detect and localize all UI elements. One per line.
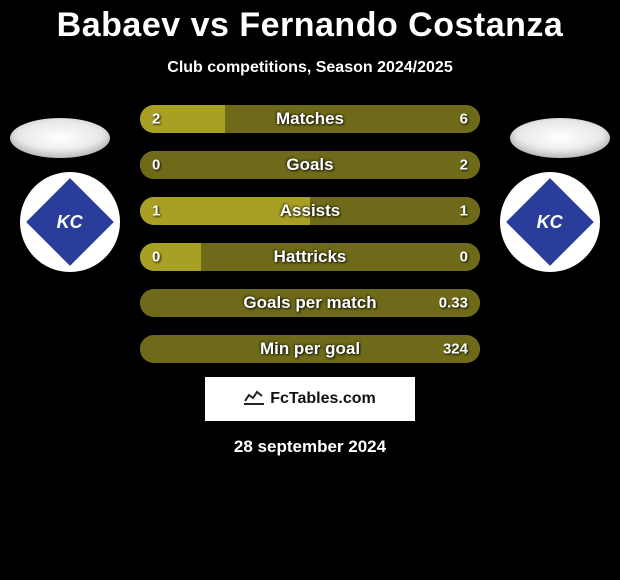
club-badge-right: KC [500, 172, 600, 272]
bar-value-left: 0 [152, 157, 160, 174]
player-avatar-right [510, 118, 610, 158]
bar-row: 0 Hattricks 0 [140, 243, 480, 271]
club-diamond-left: KC [26, 178, 114, 266]
club-initials-right: KC [537, 212, 563, 233]
bar-row: Goals per match 0.33 [140, 289, 480, 317]
bar-fill-right [225, 105, 480, 133]
bar-fill-left [140, 243, 201, 271]
bar-label: Assists [280, 201, 340, 221]
bar-label: Goals [286, 155, 333, 175]
bar-value-right: 2 [460, 157, 468, 174]
bar-label: Min per goal [260, 339, 360, 359]
bar-label: Matches [276, 109, 344, 129]
player-avatar-left [10, 118, 110, 158]
bar-label: Goals per match [243, 293, 376, 313]
bar-value-left: 2 [152, 111, 160, 128]
club-diamond-right: KC [506, 178, 594, 266]
page-title: Babaev vs Fernando Costanza [0, 0, 620, 45]
subtitle: Club competitions, Season 2024/2025 [0, 59, 620, 77]
bar-value-right: 324 [443, 341, 468, 358]
bar-value-right: 0 [460, 249, 468, 266]
bar-value-right: 1 [460, 203, 468, 220]
chart-icon [244, 389, 264, 410]
bar-row: Min per goal 324 [140, 335, 480, 363]
attribution-text: FcTables.com [270, 390, 376, 408]
club-initials-left: KC [57, 212, 83, 233]
bar-value-right: 0.33 [439, 295, 468, 312]
bar-row: 1 Assists 1 [140, 197, 480, 225]
bar-value-right: 6 [460, 111, 468, 128]
bar-value-left: 1 [152, 203, 160, 220]
bar-label: Hattricks [274, 247, 347, 267]
bar-value-left: 0 [152, 249, 160, 266]
date-text: 28 september 2024 [0, 437, 620, 457]
club-badge-left: KC [20, 172, 120, 272]
attribution-badge: FcTables.com [205, 377, 415, 421]
bar-row: 0 Goals 2 [140, 151, 480, 179]
bar-fill-right [419, 243, 480, 271]
bar-row: 2 Matches 6 [140, 105, 480, 133]
